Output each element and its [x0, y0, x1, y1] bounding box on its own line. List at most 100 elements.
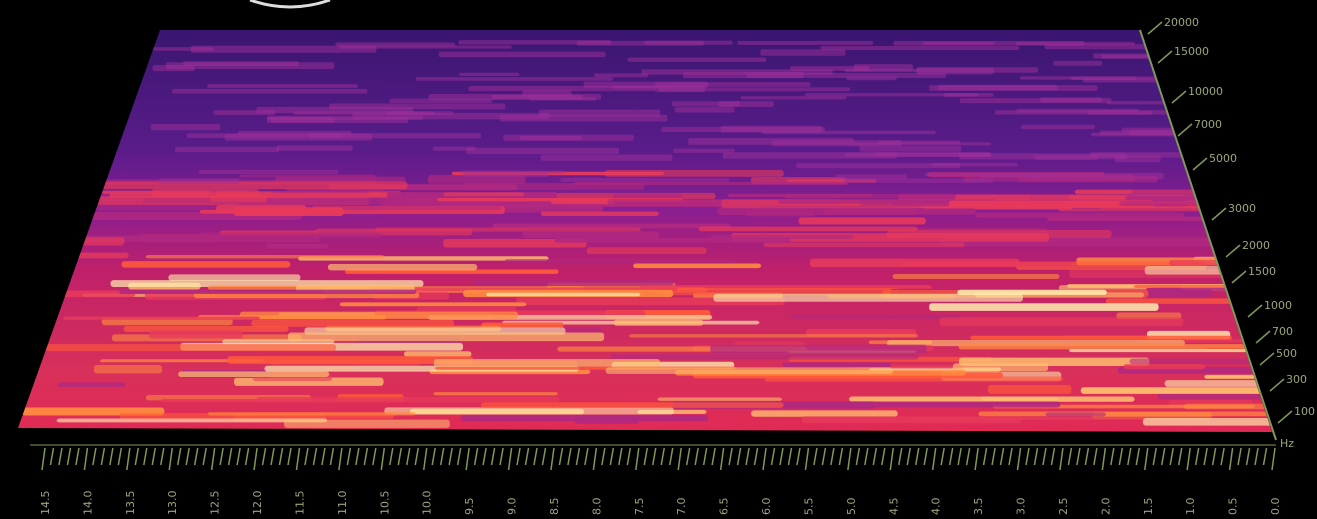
time-tick	[482, 447, 487, 466]
time-tick	[389, 447, 394, 466]
time-tick	[1160, 447, 1166, 466]
time-tick	[83, 447, 89, 471]
time-tick	[931, 447, 937, 471]
time-tick	[1135, 447, 1141, 466]
spectrum-band	[1040, 97, 1103, 103]
spectrum-band	[980, 396, 1059, 401]
time-tick	[49, 447, 55, 466]
spectrum-band	[853, 64, 913, 71]
time-label: 3.5	[972, 498, 985, 516]
spectrum-band	[443, 239, 587, 248]
time-tick	[1254, 447, 1259, 466]
time-tick	[524, 447, 530, 466]
time-label: 6.0	[760, 498, 773, 516]
time-tick	[1118, 447, 1124, 466]
spectrum-band	[481, 322, 564, 328]
spectrum-band	[1144, 265, 1232, 275]
time-tick	[575, 447, 581, 466]
time-tick	[1127, 447, 1132, 466]
spectrum-band	[207, 412, 416, 416]
spectrum-band	[145, 254, 385, 259]
spectrum-band	[657, 397, 782, 401]
spectrum-band	[671, 101, 740, 107]
frequency-tick	[1255, 330, 1271, 344]
time-tick	[1093, 447, 1098, 466]
frequency-tick	[1247, 304, 1263, 318]
time-tick	[193, 447, 199, 466]
spectrum-band	[345, 269, 559, 274]
time-label: 10.5	[378, 491, 391, 516]
spectrum-band	[835, 174, 908, 180]
spectrum-band	[674, 107, 735, 113]
spectrum-band	[958, 344, 1245, 350]
time-label: 1.0	[1184, 498, 1197, 516]
time-tick	[1042, 447, 1047, 466]
spectrum-band	[929, 303, 1159, 311]
spectrum-band	[654, 85, 705, 93]
spectrum-band	[327, 263, 478, 271]
spectrum-band	[403, 351, 472, 357]
time-tick	[304, 447, 309, 466]
spectrum-band	[538, 109, 661, 117]
spectrum-band	[207, 84, 358, 88]
time-label: 12.5	[209, 491, 222, 516]
spectrum-band	[629, 334, 919, 338]
frequency-label: 20000	[1164, 16, 1199, 29]
time-tick	[41, 447, 46, 471]
time-tick	[974, 447, 979, 471]
spectrum-band	[922, 41, 995, 46]
time-tick	[965, 447, 971, 466]
time-tick	[779, 447, 784, 466]
spectrum-band	[782, 362, 892, 367]
spectrum-band	[627, 57, 767, 62]
spectrum-band	[790, 314, 962, 319]
spectrum-band	[100, 359, 264, 363]
spectrum-band	[1058, 208, 1232, 212]
time-label: 11.0	[336, 491, 349, 516]
time-tick	[380, 447, 386, 471]
time-label: 10.0	[421, 491, 434, 516]
time-label: 2.0	[1099, 498, 1112, 516]
frequency-tick	[1147, 21, 1163, 35]
time-tick	[592, 447, 598, 471]
spectrum-band	[764, 376, 1063, 382]
time-label: 2.5	[1057, 498, 1070, 516]
time-tick	[1177, 447, 1183, 466]
time-tick	[813, 447, 818, 466]
spectrum-band	[929, 85, 1098, 91]
spectrum-band	[384, 407, 674, 415]
time-label: 14.5	[39, 491, 52, 516]
time-tick	[719, 447, 725, 471]
spectrum-band	[560, 177, 730, 182]
spectrum-band	[554, 237, 791, 243]
spectrum-band	[988, 384, 1072, 394]
time-tick	[702, 447, 708, 466]
spectrum-band	[174, 146, 280, 153]
spectrum-band	[57, 382, 126, 387]
spectrum-band	[604, 170, 784, 177]
spectrum-band	[266, 243, 329, 249]
spectrum-band	[763, 242, 965, 248]
frequency-label: 2000	[1242, 239, 1270, 252]
spectrum-band	[610, 354, 919, 360]
spectrum-band	[740, 96, 847, 100]
spectrum-band	[460, 170, 565, 175]
time-label: 6.5	[718, 498, 731, 516]
spectrum-band	[190, 45, 377, 53]
spectrum-band	[168, 274, 301, 281]
time-tick	[143, 447, 148, 466]
time-tick	[244, 447, 250, 466]
spectrum-band	[472, 279, 674, 287]
time-tick	[643, 447, 649, 466]
time-tick	[685, 447, 691, 466]
time-label: 0.0	[1269, 498, 1282, 516]
spectrum-band	[751, 410, 898, 417]
spectrum-band	[1053, 60, 1103, 66]
frequency-tick	[1269, 378, 1285, 392]
spectrum-band	[158, 178, 240, 185]
time-label: 1.5	[1142, 498, 1155, 516]
time-tick	[270, 447, 275, 466]
time-tick	[473, 447, 479, 466]
time-tick	[397, 447, 403, 466]
time-ticks	[41, 447, 1276, 471]
